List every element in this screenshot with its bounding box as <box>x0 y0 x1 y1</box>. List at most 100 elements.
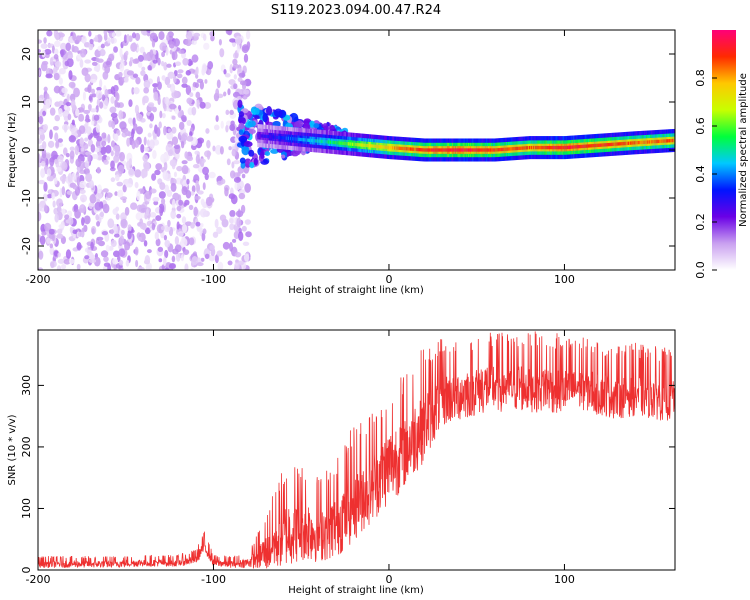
heatmap-noise-cell <box>75 35 82 42</box>
heatmap-ridge-cell <box>533 145 535 150</box>
heatmap-ridge-cell <box>655 139 657 144</box>
heatmap-noise-cell <box>88 134 92 141</box>
heatmap-noise-cell <box>186 135 194 142</box>
heatmap-noise-cell <box>243 253 250 262</box>
heatmap-noise-cell <box>85 114 90 123</box>
heatmap-transition-cell <box>248 149 255 157</box>
heatmap-ridge-cell <box>378 144 380 149</box>
heatmap-ridge-cell <box>473 148 475 152</box>
heatmap-transition-cell <box>237 99 243 109</box>
heatmap-ridge-cell <box>419 148 421 152</box>
heatmap-ridge-cell <box>260 134 262 138</box>
heatmap-noise-cell <box>84 73 91 83</box>
heatmap-ridge-cell <box>361 143 363 147</box>
heatmap-noise-cell <box>186 155 194 162</box>
heatmap-noise-cell <box>195 180 199 188</box>
heatmap-noise-cell <box>75 158 82 168</box>
heatmap-ridge-cell <box>585 144 588 148</box>
heatmap-ridge-cell <box>492 148 494 152</box>
heatmap-transition-cell <box>272 121 281 127</box>
heatmap-ridge-cell <box>586 144 589 148</box>
heatmap-noise-cell <box>143 147 150 152</box>
heatmap-noise-cell <box>45 73 53 79</box>
heatmap-noise-cell <box>174 152 180 160</box>
heatmap-noise-cell <box>149 123 153 129</box>
heatmap-noise-cell <box>64 214 70 220</box>
heatmap-ridge-cell <box>558 145 560 150</box>
heatmap-noise-cell <box>113 46 118 53</box>
heatmap-ridge-cell <box>462 148 464 152</box>
heatmap-noise-cell <box>150 32 158 40</box>
heatmap-noise-cell <box>94 201 102 211</box>
heatmap-ridge-cell <box>360 143 362 147</box>
x-tick-label: 100 <box>554 273 575 286</box>
heatmap-ridge-cell <box>642 140 645 144</box>
heatmap-ridge-cell <box>513 147 515 151</box>
heatmap-noise-cell <box>200 223 204 228</box>
heatmap-noise-cell <box>101 132 107 139</box>
heatmap-ridge-cell <box>518 146 520 151</box>
heatmap-ridge-cell <box>367 144 370 148</box>
heatmap-ridge-cell <box>263 134 265 138</box>
heatmap-noise-cell <box>44 222 52 232</box>
heatmap-ridge-cell <box>421 148 423 152</box>
heatmap-noise-cell <box>167 71 175 79</box>
heatmap-ridge-cell <box>657 139 659 144</box>
heatmap-ridge-cell <box>320 139 322 144</box>
heatmap-ridge-cell <box>393 146 395 150</box>
heatmap-ridge-cell <box>553 145 555 150</box>
heatmap-ridge-cell <box>353 142 355 147</box>
heatmap-ridge-cell <box>279 135 281 140</box>
heatmap-ridge-cell <box>544 145 547 150</box>
heatmap-ridge-cell <box>414 147 416 152</box>
colorbar-tick-label: 0.2 <box>694 213 707 231</box>
heatmap-noise-cell <box>84 247 89 253</box>
heatmap-ridge-cell <box>493 148 495 152</box>
heatmap-ridge-cell <box>308 138 311 142</box>
y-tick-label: 300 <box>20 375 33 396</box>
heatmap-noise-cell <box>56 206 62 213</box>
heatmap-ridge-cell <box>477 148 479 152</box>
heatmap-ridge-cell <box>570 145 572 149</box>
heatmap-ridge-cell <box>499 147 501 152</box>
heatmap-transition-cell <box>238 129 244 136</box>
heatmap-transition-cell <box>264 151 271 157</box>
heatmap-ridge-cell <box>338 141 340 145</box>
heatmap-noise-cell <box>232 58 238 66</box>
heatmap-noise-cell <box>69 150 75 160</box>
heatmap-noise-cell <box>72 184 78 190</box>
heatmap-noise-cell <box>193 206 199 217</box>
heatmap-ridge-cell <box>330 140 332 144</box>
heatmap-noise-cell <box>160 153 168 163</box>
heatmap-noise-cell <box>219 48 225 58</box>
heatmap-ridge-cell <box>494 148 496 152</box>
heatmap-noise-cell <box>76 176 80 187</box>
heatmap-noise-cell <box>115 213 120 220</box>
heatmap-noise-cell <box>169 103 177 110</box>
heatmap-ridge-cell <box>480 148 482 152</box>
heatmap-noise-cell <box>58 224 65 229</box>
heatmap-noise-cell <box>229 217 234 224</box>
heatmap-noise-cell <box>151 40 156 48</box>
heatmap-noise-cell <box>191 256 198 266</box>
heatmap-ridge-cell <box>278 135 280 140</box>
heatmap-ridge-cell <box>432 148 434 152</box>
heatmap-noise-cell <box>110 239 117 248</box>
heatmap-noise-cell <box>77 231 85 238</box>
heatmap-noise-cell <box>90 144 96 153</box>
heatmap-noise-cell <box>119 47 123 58</box>
heatmap-noise-cell <box>135 76 141 85</box>
heatmap-noise-cell <box>191 39 197 46</box>
heatmap-noise-cell <box>87 84 92 94</box>
heatmap-noise-cell <box>131 129 135 139</box>
heatmap-noise-cell <box>126 160 131 171</box>
heatmap-transition-cell <box>238 117 246 125</box>
x-tick-label: -100 <box>201 273 226 286</box>
heatmap-ridge-cell <box>366 143 369 148</box>
heatmap-ridge-cell <box>343 141 345 146</box>
heatmap-ridge-cell <box>444 148 447 152</box>
heatmap-noise-cell <box>54 48 59 55</box>
heatmap-noise-cell <box>178 199 184 206</box>
heatmap-noise-cell <box>238 189 246 195</box>
heatmap-noise-cell <box>130 202 138 210</box>
